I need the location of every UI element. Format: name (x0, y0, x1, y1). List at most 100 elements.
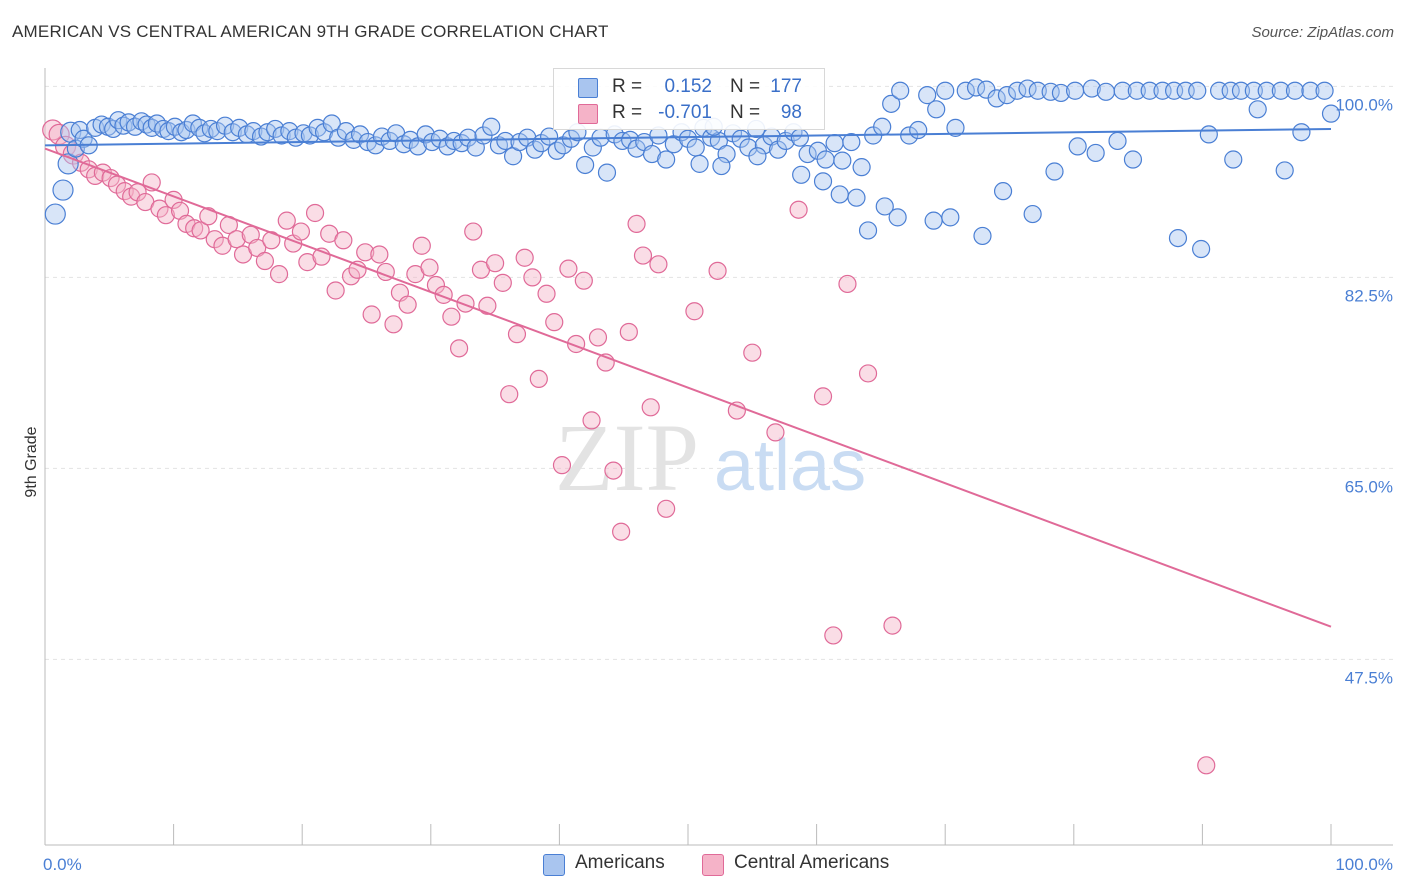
central-americans-point (356, 243, 375, 262)
central-americans-point (326, 281, 345, 300)
americans-point (1086, 143, 1105, 163)
central-americans-point (559, 259, 578, 278)
central-americans-point (537, 284, 556, 303)
central-americans-point (255, 251, 275, 271)
r-label: R = (612, 76, 643, 97)
central-americans-point (334, 231, 353, 250)
americans-point (833, 151, 852, 170)
stats-legend: R = 0.152 N = 177 R = -0.701 N = 98 (553, 68, 825, 130)
americans-point (1275, 161, 1294, 180)
y-tick-label: 100.0% (1335, 95, 1393, 114)
americans-point (813, 172, 833, 191)
central-americans-point (398, 295, 417, 314)
n-label: N = (730, 76, 761, 97)
americans-legend-swatch (543, 854, 565, 876)
americans-point (613, 131, 632, 151)
americans-point (1028, 81, 1047, 100)
r-value: 0.152 (664, 76, 712, 97)
americans-points (44, 78, 1341, 259)
americans-point (430, 129, 449, 148)
americans-point (1321, 104, 1341, 123)
central-americans-point (619, 322, 638, 342)
central-americans-point (478, 296, 497, 315)
central-americans-point (227, 230, 246, 249)
central-americans-point (150, 199, 169, 218)
americans-point (993, 182, 1013, 201)
americans-point (280, 122, 299, 141)
americans-point (956, 81, 975, 100)
americans-point (1065, 81, 1085, 100)
central-americans-point (486, 254, 505, 273)
watermark-zip: ZIP (555, 404, 699, 511)
legend-row-americans: R = 0.152 N = 177 (554, 76, 824, 100)
central-americans-point (604, 461, 623, 480)
americans-point (1257, 81, 1276, 100)
central-americans-point (633, 246, 653, 265)
americans-point (1221, 81, 1240, 100)
americans-point (576, 155, 595, 175)
americans-point (792, 165, 811, 184)
y-tick-label: 47.5% (1345, 668, 1393, 687)
americans-point (1113, 81, 1132, 100)
americans-point (712, 156, 731, 176)
central-americans-point (464, 222, 483, 241)
americans-point (1301, 81, 1320, 100)
americans-trend-line (44, 127, 1332, 147)
americans-point (132, 112, 151, 131)
central-americans-point (456, 294, 475, 313)
central-americans-point (529, 369, 548, 389)
americans-point (798, 144, 817, 164)
americans-point (44, 203, 66, 225)
americans-point (266, 119, 285, 139)
central-americans-point (156, 206, 175, 225)
americans-point (1231, 81, 1251, 100)
americans-point (1192, 239, 1211, 259)
americans-point (924, 211, 943, 230)
central-americans-point (442, 307, 461, 326)
central-americans-point (657, 499, 676, 518)
americans-point (858, 221, 878, 240)
n-value: 98 (780, 102, 802, 123)
central-americans-trend-line (44, 147, 1332, 628)
y-tick-labels: 47.5% 65.0% 82.5% 100.0% (1335, 95, 1393, 687)
americans-point (900, 126, 919, 145)
americans-point (52, 179, 74, 201)
americans-point (941, 208, 960, 227)
americans-point (997, 86, 1017, 105)
central-americans-swatch (578, 104, 598, 124)
central-americans-point (838, 274, 857, 294)
central-americans-point (305, 203, 325, 223)
chart-title: AMERICAN VS CENTRAL AMERICAN 9TH GRADE C… (12, 22, 609, 41)
central-americans-point (341, 267, 361, 286)
central-americans-point (1197, 756, 1216, 775)
central-americans-point (269, 265, 289, 284)
americans-point (946, 118, 965, 137)
americans-point (690, 154, 709, 173)
central-americans-point (813, 387, 833, 406)
americans-point (936, 81, 955, 100)
americans-point (416, 125, 435, 144)
americans-point (873, 117, 892, 136)
central-americans-point (727, 401, 746, 420)
central-americans-point (627, 214, 646, 234)
central-americans-point (170, 201, 190, 220)
central-americans-point (789, 200, 808, 219)
americans-point (816, 150, 835, 169)
central-americans-point (766, 423, 785, 442)
central-americans-point (708, 261, 727, 280)
central-americans-point (79, 160, 98, 179)
americans-point (657, 150, 676, 169)
central-americans-point (523, 268, 542, 287)
americans-point (852, 158, 871, 177)
americans-swatch (578, 78, 598, 98)
central-americans-point (420, 258, 439, 277)
central-americans-point (515, 248, 534, 267)
americans-point (1045, 162, 1064, 181)
central-americans-point (883, 616, 902, 635)
americans-point (350, 125, 370, 144)
americans-point (891, 81, 910, 100)
central-americans-point (641, 398, 660, 417)
americans-point (1068, 137, 1087, 156)
central-americans-point (370, 245, 389, 264)
